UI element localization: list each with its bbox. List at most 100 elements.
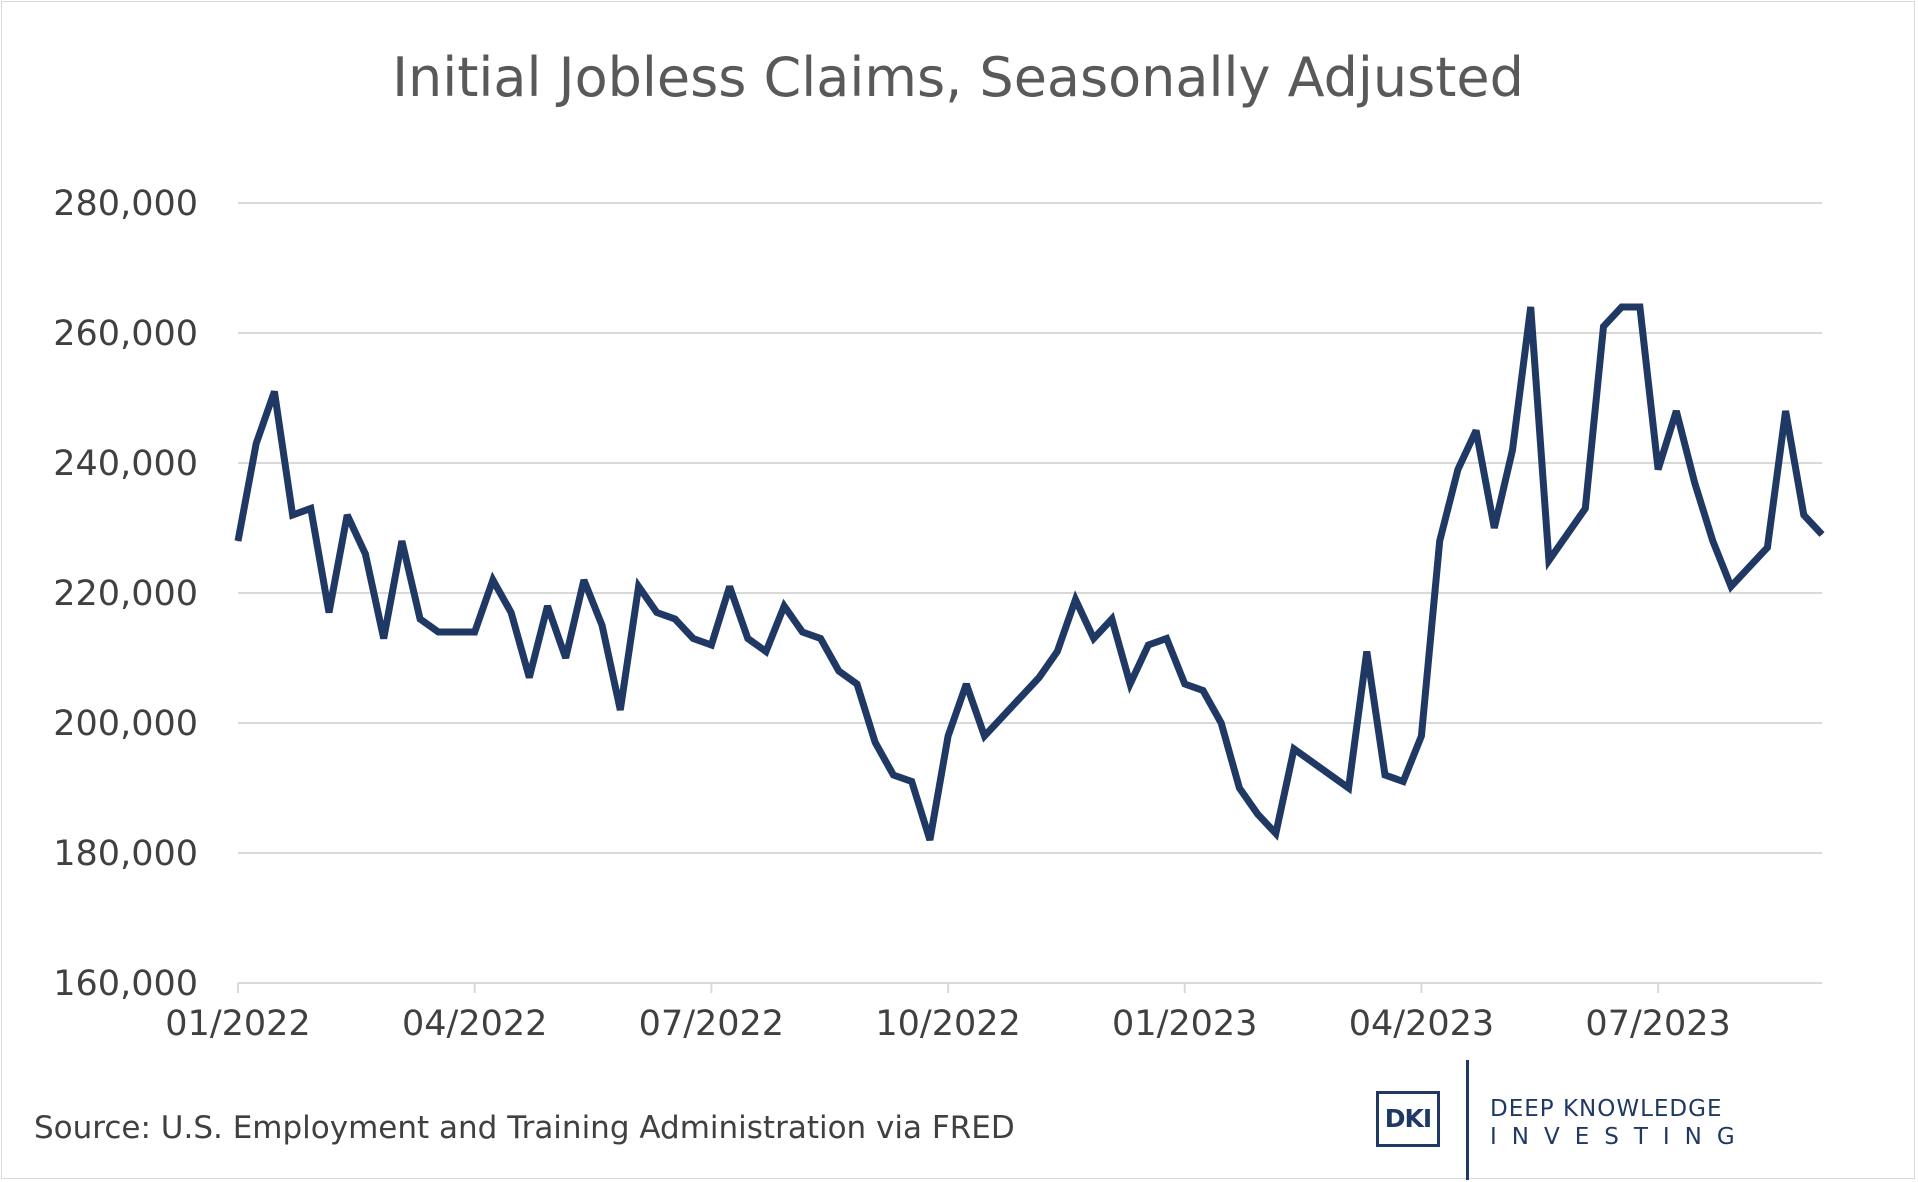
- data-point: [528, 677, 530, 678]
- x-tick-label: 07/2023: [1585, 1004, 1730, 1044]
- data-point: [729, 586, 731, 587]
- data-point: [765, 651, 767, 652]
- data-point: [1220, 722, 1222, 724]
- data-point: [547, 605, 548, 607]
- data-point: [419, 618, 421, 620]
- data-point: [874, 742, 876, 743]
- y-tick-label: 240,000: [53, 444, 198, 484]
- data-point: [1512, 449, 1513, 451]
- data-point: [1420, 735, 1422, 737]
- data-point: [492, 579, 494, 581]
- data-point: [1457, 469, 1459, 470]
- data-point: [1184, 683, 1186, 685]
- data-point: [838, 670, 840, 672]
- data-point: [856, 683, 858, 685]
- dki-logo: DKI DEEP KNOWLEDGE INVESTING: [1376, 1058, 1796, 1182]
- data-point: [583, 579, 585, 581]
- data-point: [364, 553, 366, 555]
- data-point: [1475, 430, 1477, 431]
- data-point: [1639, 306, 1641, 308]
- data-point: [1275, 833, 1277, 834]
- gridlines: [238, 202, 1822, 854]
- data-point: [1657, 469, 1659, 470]
- data-point: [383, 638, 385, 639]
- data-point: [1238, 787, 1240, 789]
- data-point: [1530, 306, 1532, 308]
- data-point: [1348, 787, 1350, 789]
- x-tick-label: 10/2022: [875, 1004, 1020, 1044]
- data-point: [1712, 540, 1714, 542]
- data-point: [1584, 508, 1586, 509]
- data-point: [1603, 326, 1604, 327]
- data-point: [1621, 306, 1623, 308]
- data-point: [437, 631, 439, 633]
- data-point: [692, 638, 694, 639]
- data-point: [1311, 761, 1313, 763]
- data-point: [674, 618, 676, 620]
- data-point: [1439, 540, 1441, 542]
- logo-divider: [1466, 1060, 1469, 1180]
- data-point: [237, 540, 239, 542]
- data-point: [783, 605, 785, 607]
- logo-text-line2: INVESTING: [1490, 1124, 1750, 1150]
- data-point: [710, 644, 712, 646]
- x-tick-label: 04/2023: [1349, 1004, 1494, 1044]
- data-point: [1129, 683, 1131, 685]
- data-point: [1147, 644, 1149, 646]
- data-point: [1548, 560, 1550, 561]
- x-tick-label: 01/2023: [1112, 1004, 1257, 1044]
- x-tick-label: 01/2022: [165, 1004, 310, 1044]
- data-point: [456, 631, 457, 633]
- data-point: [1257, 813, 1259, 815]
- data-point: [601, 625, 603, 626]
- data-point: [820, 638, 822, 639]
- data-point: [801, 631, 803, 633]
- data-point: [1020, 696, 1022, 698]
- data-point: [1675, 410, 1677, 412]
- chart-title: Initial Jobless Claims, Seasonally Adjus…: [392, 46, 1524, 109]
- data-point: [1766, 547, 1768, 548]
- data-point: [656, 612, 658, 613]
- data-point: [1402, 781, 1404, 782]
- data-point: [1748, 566, 1750, 568]
- data-point: [273, 391, 275, 392]
- data-point: [1329, 774, 1331, 776]
- data-point: [1694, 482, 1696, 483]
- data-point: [255, 443, 257, 444]
- data-point: [911, 781, 913, 782]
- data-point: [747, 638, 749, 639]
- y-tick-label: 160,000: [53, 964, 198, 1004]
- data-point: [1785, 410, 1787, 412]
- data-point: [947, 735, 949, 737]
- y-tick-label: 280,000: [53, 184, 198, 224]
- data-point: [1202, 690, 1204, 691]
- data-point: [1111, 618, 1113, 620]
- data-point: [929, 839, 931, 841]
- data-point: [474, 631, 476, 633]
- data-point: [1821, 534, 1823, 535]
- data-point: [1002, 716, 1004, 717]
- data-point: [965, 683, 967, 685]
- data-point: [1293, 748, 1295, 750]
- data-point: [619, 709, 621, 711]
- data-point: [1093, 638, 1095, 639]
- series-layer: [234, 303, 1825, 842]
- data-point: [1730, 586, 1732, 587]
- logo-mark: DKI: [1376, 1091, 1440, 1147]
- data-point: [1038, 677, 1040, 678]
- data-point: [1384, 774, 1386, 776]
- data-point: [1803, 514, 1805, 516]
- x-axis-ticks: 01/2022 04/2022 07/2022 10/2022 01/2023 04/20…: [165, 983, 1731, 1044]
- x-tick-label: 04/2022: [402, 1004, 547, 1044]
- logo-text-line1: DEEP KNOWLEDGE: [1490, 1096, 1723, 1122]
- data-point: [565, 657, 567, 659]
- y-tick-label: 200,000: [53, 704, 198, 744]
- y-tick-label: 220,000: [53, 574, 198, 614]
- source-note: Source: U.S. Employment and Training Adm…: [34, 1110, 1015, 1146]
- data-point: [1366, 651, 1368, 652]
- data-point: [510, 612, 512, 613]
- data-point: [984, 735, 985, 737]
- data-point: [1493, 527, 1495, 529]
- x-tick-label: 07/2022: [639, 1004, 784, 1044]
